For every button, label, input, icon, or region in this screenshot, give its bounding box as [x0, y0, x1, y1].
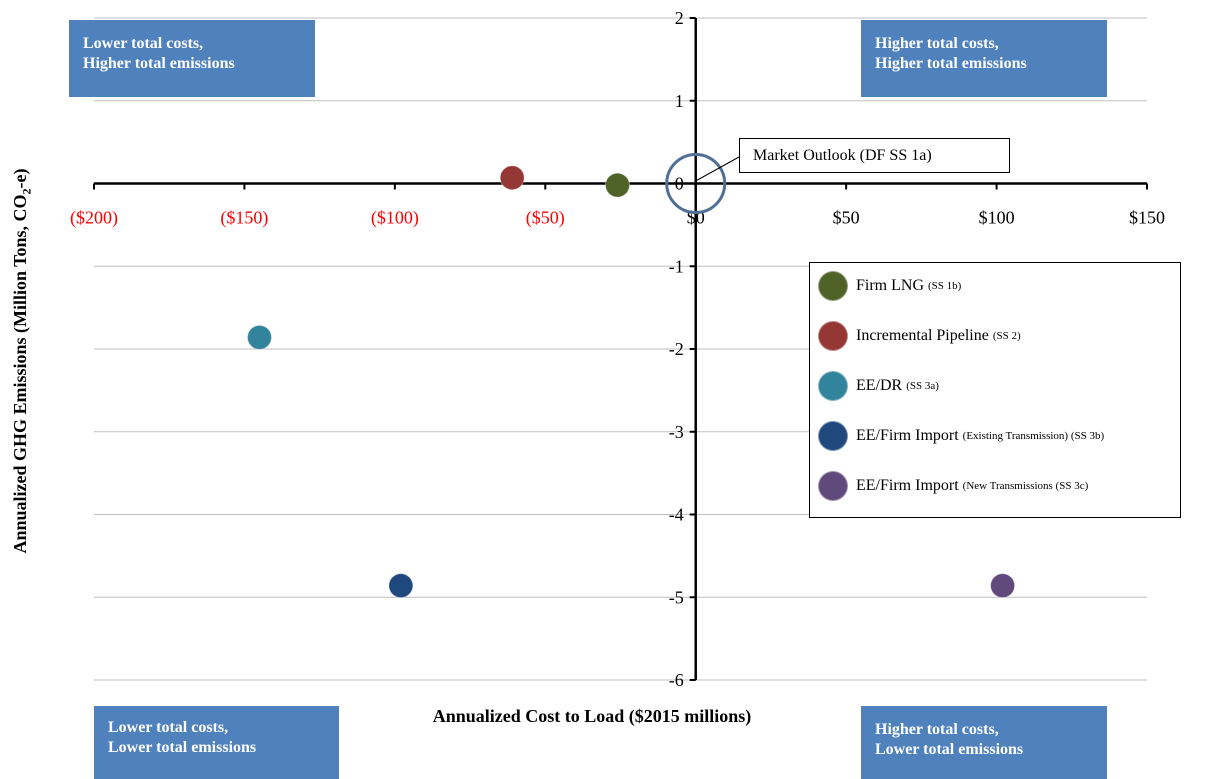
legend-sublabel: (SS 3a)	[906, 380, 939, 392]
legend: Firm LNG (SS 1b) Incremental Pipeline (S…	[809, 262, 1181, 518]
legend-label: Incremental Pipeline	[856, 327, 989, 344]
quadrant-label-line: Higher total emissions	[875, 55, 1027, 72]
y-axis-title: Annualized GHG Emissions (Million Tons, …	[10, 101, 34, 621]
gridlines	[94, 17, 1147, 681]
legend-swatch	[818, 471, 848, 501]
legend-item: EE/Firm Import (Existing Transmission) (…	[818, 419, 1104, 453]
legend-item: Firm LNG (SS 1b)	[818, 269, 961, 303]
quadrant-label-top-right: Higher total costs, Higher total emissio…	[861, 20, 1107, 97]
legend-item: EE/Firm Import (New Transmissions (SS 3c…	[818, 469, 1088, 503]
legend-swatch	[818, 271, 848, 301]
quadrant-label-top-left: Lower total costs, Higher total emission…	[69, 20, 315, 97]
y-tick-label: -4	[669, 505, 684, 525]
tick-labels: ($200) ($150) ($100) ($50) $0 $50 $100 $150210-…	[70, 8, 1165, 690]
baseline-marker	[665, 153, 727, 214]
callout-leader	[694, 156, 740, 182]
quadrant-label-line: Lower total emissions	[108, 739, 257, 756]
legend-swatch	[818, 421, 848, 451]
x-tick-label: ($150)	[220, 208, 268, 229]
quadrant-label-line: Higher total costs,	[875, 35, 999, 52]
quadrant-label-bottom-left: Lower total costs, Lower total emissions	[94, 706, 339, 779]
legend-item: Incremental Pipeline (SS 2)	[818, 319, 1021, 353]
quadrant-label-bottom-right: Higher total costs, Lower total emission…	[861, 706, 1107, 779]
y-axis-title-subscript: 2	[19, 188, 34, 195]
data-point	[388, 573, 414, 599]
x-tick-label: $150	[1129, 208, 1165, 228]
x-tick-label: ($100)	[371, 208, 419, 229]
legend-sublabel: (Existing Transmission) (SS 3b)	[962, 430, 1105, 442]
quadrant-label-line: Higher total emissions	[83, 55, 235, 72]
baseline-callout: Market Outlook (DF SS 1a)	[739, 138, 1010, 173]
legend-swatch	[818, 321, 848, 351]
legend-label: EE/Firm Import	[856, 477, 959, 494]
x-tick-label: ($50)	[526, 208, 565, 229]
y-tick-label: 0	[675, 174, 684, 194]
quadrant-label-line: Higher total costs,	[875, 721, 999, 738]
data-point	[990, 573, 1016, 599]
y-tick-label: 2	[675, 8, 684, 28]
y-tick-label: -3	[669, 422, 684, 442]
x-tick-label: $100	[979, 208, 1015, 228]
legend-label: Firm LNG	[856, 277, 924, 294]
data-point	[499, 165, 525, 191]
legend-sublabel: (SS 2)	[992, 330, 1021, 342]
y-tick-label: -1	[669, 256, 684, 276]
quadrant-label-line: Lower total emissions	[875, 741, 1024, 758]
legend-label: EE/DR	[856, 377, 903, 394]
legend-item: EE/DR (SS 3a)	[818, 369, 939, 403]
quadrant-label-line: Lower total costs,	[83, 35, 204, 52]
y-axis-title-part: Annualized GHG Emissions (Million Tons, …	[10, 194, 30, 554]
legend-sublabel: (SS 1b)	[928, 280, 962, 292]
data-point	[604, 172, 630, 198]
x-axis-title: Annualized Cost to Load ($2015 millions)	[432, 706, 752, 726]
quadrant-label-line: Lower total costs,	[108, 719, 229, 736]
y-tick-label: -5	[669, 587, 684, 607]
x-tick-label: ($200)	[70, 208, 118, 229]
legend-sublabel: (New Transmissions (SS 3c)	[962, 480, 1089, 492]
data-point	[246, 324, 272, 350]
y-tick-label: -6	[669, 670, 684, 690]
y-axis-title-part: -e)	[10, 168, 30, 189]
legend-label: EE/Firm Import	[856, 427, 959, 444]
x-tick-label: $50	[833, 208, 860, 228]
data-points	[246, 153, 1016, 599]
y-tick-label: -2	[669, 339, 684, 359]
y-tick-label: 1	[675, 91, 684, 111]
legend-swatch	[818, 371, 848, 401]
